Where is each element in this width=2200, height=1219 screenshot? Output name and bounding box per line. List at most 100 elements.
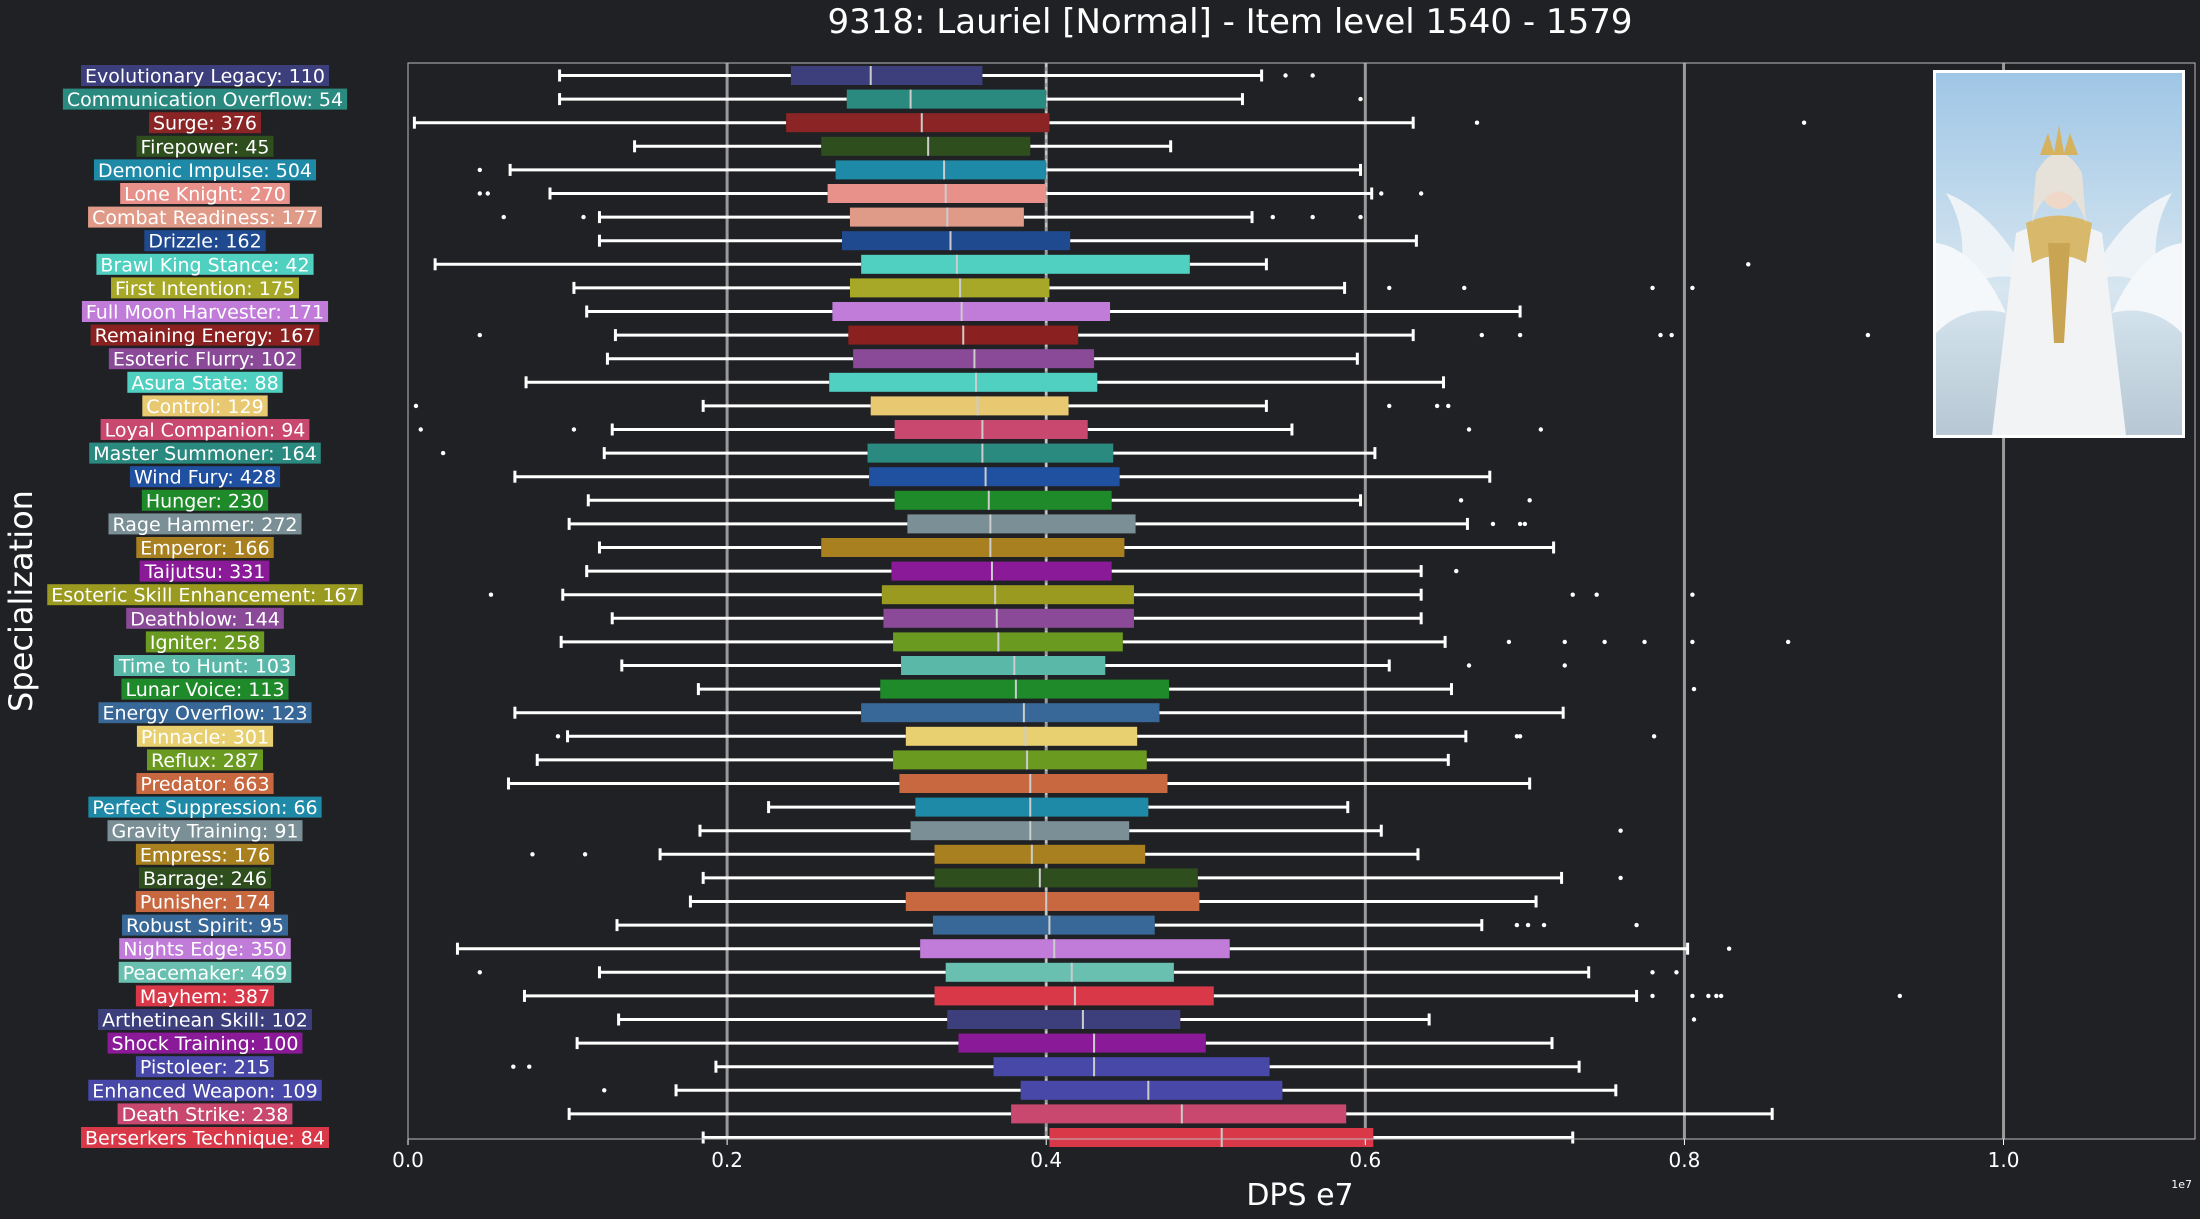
category-label-bg [107, 1032, 303, 1054]
box-45 [701, 1128, 1575, 1147]
category-label-text: Control: 129 [146, 396, 263, 418]
box-body [893, 750, 1147, 770]
box-body [1049, 1128, 1374, 1147]
category-label-bg [127, 371, 283, 393]
flier [1310, 73, 1315, 78]
box-2 [412, 113, 1807, 133]
box-19 [567, 514, 1528, 534]
category-label-bg [117, 1103, 293, 1125]
category-label-text: Enhanced Weapon: 109 [92, 1080, 317, 1102]
flier [1690, 592, 1695, 597]
category-label-bg [89, 442, 321, 464]
category-label-bg [108, 513, 302, 535]
flier [1538, 427, 1544, 432]
flier [1618, 875, 1623, 881]
box-13 [524, 372, 1446, 392]
category-label-text: Taijutsu: 331 [144, 561, 266, 583]
category-label-text: Firepower: 45 [141, 136, 270, 158]
category-label-11: Remaining Energy: 167 [90, 324, 320, 347]
box-24 [559, 632, 1791, 652]
box-body [905, 892, 1200, 911]
category-label-19: Rage Hammer: 272 [108, 513, 302, 536]
category-label-text: Mayhem: 387 [140, 986, 270, 1008]
flier [1690, 285, 1695, 291]
category-label-bg [81, 65, 329, 86]
category-label-bg [136, 725, 274, 747]
category-label-2: Surge: 376 [148, 112, 262, 135]
category-label-bg [129, 466, 281, 488]
box-body [883, 608, 1134, 628]
box-body [821, 538, 1125, 557]
category-label-text: Wind Fury: 428 [134, 467, 276, 489]
flier [1674, 970, 1679, 975]
category-label-13: Asura State: 88 [127, 371, 283, 394]
category-label-bg [145, 631, 265, 653]
flier [1602, 639, 1607, 645]
box-8 [433, 254, 1751, 274]
box-11 [477, 325, 1871, 345]
box-body [821, 136, 1031, 156]
category-label-25: Time to Hunt: 103 [113, 655, 296, 678]
box-39 [522, 986, 1903, 1006]
category-label-15: Loyal Companion: 94 [100, 419, 310, 442]
box-body [894, 490, 1112, 510]
box-9 [572, 278, 1695, 298]
category-label-text: Shock Training: 100 [112, 1033, 299, 1055]
box-body [934, 868, 1198, 888]
box-28 [555, 726, 1657, 746]
flier [1785, 639, 1791, 645]
flier [477, 332, 482, 338]
category-label-34: Barrage: 246 [138, 867, 272, 890]
category-label-7: Drizzle: 162 [144, 230, 266, 253]
category-label-bg [111, 277, 299, 299]
category-label-bg [113, 655, 296, 676]
box-18 [586, 490, 1532, 510]
category-label-text: Peacemaker: 469 [123, 962, 288, 984]
box-25 [620, 656, 1567, 675]
flier [413, 403, 419, 409]
flier [530, 852, 535, 857]
flier [1691, 686, 1697, 692]
category-label-bg [96, 253, 314, 275]
flier [1358, 214, 1363, 220]
category-label-text: Time to Hunt: 103 [118, 656, 291, 678]
category-label-text: Full Moon Harvester: 171 [86, 302, 324, 324]
category-label-1: Communication Overflow: 54 [62, 88, 348, 111]
category-label-bg [81, 1127, 329, 1148]
category-label-bg [119, 938, 291, 960]
category-label-43: Enhanced Weapon: 109 [88, 1079, 322, 1102]
flier [1490, 521, 1496, 527]
box-body [869, 467, 1120, 487]
flier [1506, 639, 1512, 645]
flier [418, 427, 423, 432]
category-label-8: Brawl King Stance: 42 [96, 253, 314, 276]
box-body [899, 774, 1168, 793]
box-body [832, 302, 1111, 321]
category-label-bg [135, 891, 275, 912]
category-label-text: Berserkers Technique: 84 [85, 1128, 325, 1150]
box-body [907, 514, 1136, 534]
flier [1658, 332, 1663, 338]
category-label-bg [148, 112, 262, 134]
box-43 [602, 1080, 1618, 1100]
category-label-17: Wind Fury: 428 [129, 466, 281, 489]
box-27 [513, 703, 1565, 723]
category-label-bg [88, 1079, 322, 1101]
flier [1522, 521, 1528, 527]
category-label-bg [121, 678, 289, 700]
flier [1514, 922, 1520, 928]
flier [1690, 993, 1695, 999]
box-body [841, 231, 1071, 251]
box-body [947, 1010, 1181, 1029]
category-label-21: Taijutsu: 331 [139, 560, 270, 583]
flier [1714, 993, 1719, 999]
box-10 [585, 302, 1522, 321]
x-tick-label-2: 0.4 [1030, 1148, 1062, 1172]
category-label-6: Combat Readiness: 177 [88, 206, 322, 229]
flier [1387, 285, 1392, 291]
flier [555, 734, 561, 739]
box-7 [597, 231, 1418, 251]
flier [1690, 639, 1695, 645]
box-12 [605, 349, 1359, 369]
